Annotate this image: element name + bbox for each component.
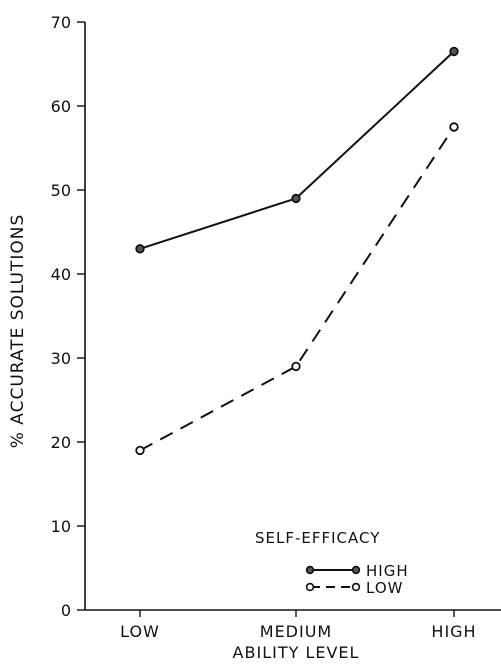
data-point xyxy=(291,193,301,204)
axes xyxy=(84,22,501,611)
data-point xyxy=(449,46,459,57)
legend-marker xyxy=(351,582,361,592)
y-tick-label: 0 xyxy=(61,601,71,620)
legend-entry-low: LOW xyxy=(305,579,403,597)
series-line xyxy=(139,50,455,250)
x-tick-label: HIGH xyxy=(431,622,476,641)
x-tick-label: MEDIUM xyxy=(260,622,332,641)
data-point xyxy=(449,122,459,132)
y-tick-label: 30 xyxy=(51,349,71,368)
legend-marker xyxy=(305,565,315,575)
series-layer xyxy=(135,46,459,456)
series-high xyxy=(135,46,459,254)
legend-title: SELF-EFFICACY xyxy=(255,529,380,547)
ticks-layer: 0 10 20 30 40 50 60 70 LOW MEDIUM HIGH xyxy=(51,13,476,641)
data-point xyxy=(135,244,145,254)
legend-marker xyxy=(351,565,361,575)
y-tick-label: 60 xyxy=(51,97,71,116)
x-axis-label: ABILITY LEVEL xyxy=(233,643,360,662)
legend-entry-high: HIGH xyxy=(305,562,409,580)
legend-label: HIGH xyxy=(366,562,409,580)
series-line xyxy=(139,126,455,452)
x-tick-label: LOW xyxy=(120,622,160,641)
y-tick-label: 20 xyxy=(51,433,71,452)
y-axis-label: % ACCURATE SOLUTIONS xyxy=(8,214,28,449)
y-tick-label: 50 xyxy=(51,181,71,200)
legend-marker xyxy=(305,582,315,592)
data-point xyxy=(291,361,301,372)
legend-label: LOW xyxy=(366,579,403,597)
data-point xyxy=(135,445,145,456)
y-tick-label: 40 xyxy=(51,265,71,284)
y-tick-label: 70 xyxy=(51,13,71,32)
y-tick-label: 10 xyxy=(51,517,71,536)
series-low xyxy=(135,122,459,456)
